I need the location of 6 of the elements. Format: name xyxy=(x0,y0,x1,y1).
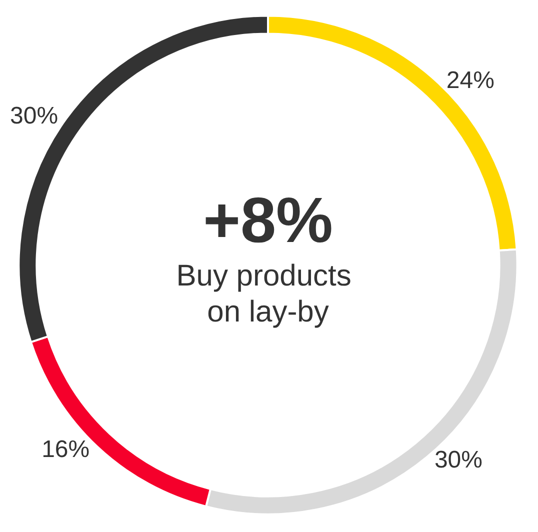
data-label: 24% xyxy=(446,66,494,94)
text: Buy products on lay-by xyxy=(176,259,360,328)
data-label: 16% xyxy=(42,436,90,464)
data-label: 30% xyxy=(434,446,482,474)
text: +8% xyxy=(203,184,333,256)
data-label: 30% xyxy=(10,102,58,130)
